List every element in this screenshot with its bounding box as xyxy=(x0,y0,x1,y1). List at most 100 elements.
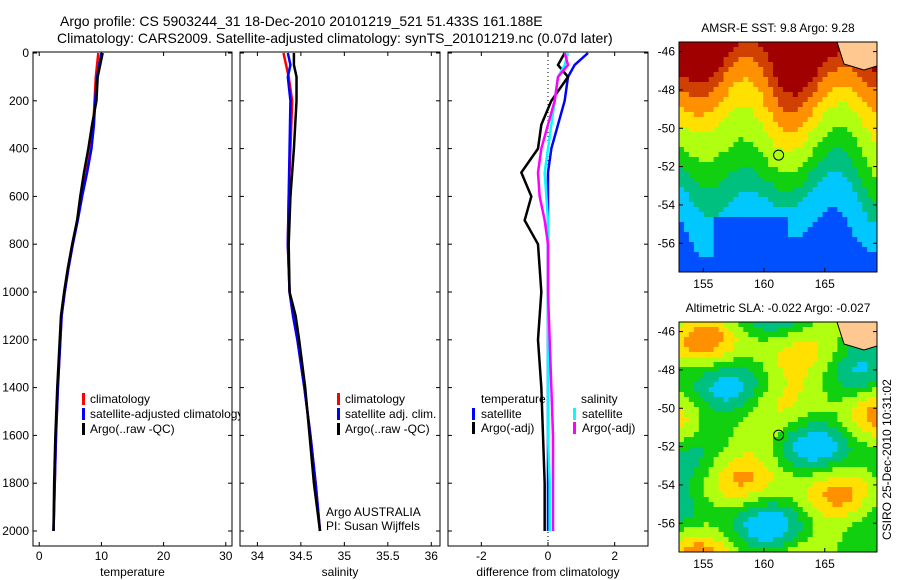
map-cell xyxy=(797,357,804,363)
map-cell xyxy=(822,187,828,193)
map-cell xyxy=(713,162,720,168)
map-cell xyxy=(683,72,690,78)
map-cell xyxy=(723,482,729,488)
map-cell xyxy=(872,187,878,193)
map-cell xyxy=(773,377,779,383)
map-cell xyxy=(782,157,789,163)
map-cell xyxy=(812,332,819,338)
map-cell xyxy=(827,77,833,83)
map-cell xyxy=(812,267,819,273)
map-cell xyxy=(832,412,838,418)
map-cell xyxy=(703,107,710,113)
map-cell xyxy=(782,352,789,358)
map-cell xyxy=(723,192,729,198)
map-cell xyxy=(792,327,799,333)
map-cell xyxy=(728,117,734,123)
map-cell xyxy=(862,412,868,418)
map-cell xyxy=(698,402,705,408)
map-cell xyxy=(723,432,729,438)
map-cell xyxy=(708,342,715,348)
map-cell xyxy=(837,137,843,143)
map-cell xyxy=(837,157,843,163)
map-cell xyxy=(708,47,715,53)
map-cell xyxy=(733,542,739,548)
map-cell xyxy=(683,177,690,183)
map-cell xyxy=(867,452,873,458)
map-cell xyxy=(802,512,809,518)
map-cell xyxy=(782,447,789,453)
map-cell xyxy=(728,502,734,508)
map-cell xyxy=(837,352,843,358)
map-cell xyxy=(703,52,710,58)
map-cell xyxy=(778,512,784,518)
y-tick-label: 1800 xyxy=(2,476,29,490)
map-cell xyxy=(827,52,833,58)
map-cell xyxy=(847,512,853,518)
map-cell xyxy=(792,232,799,238)
map-cell xyxy=(817,197,824,203)
map-cell xyxy=(792,502,799,508)
map-cell xyxy=(723,362,729,368)
map-cell xyxy=(778,247,784,253)
map-cell xyxy=(827,257,833,263)
map-cell xyxy=(812,57,819,63)
map-cell xyxy=(862,437,868,443)
map-cell xyxy=(718,502,725,508)
map-cell xyxy=(802,182,809,188)
map-cell xyxy=(688,512,695,518)
map-cell xyxy=(827,262,833,268)
map-cell xyxy=(802,112,809,118)
map-cell xyxy=(693,112,700,118)
map-cell xyxy=(827,97,833,103)
map-cell xyxy=(817,262,824,268)
map-cell xyxy=(778,457,784,463)
map-cell xyxy=(718,512,725,518)
map-cell xyxy=(812,212,819,218)
map-cell xyxy=(679,52,685,58)
map-cell xyxy=(787,197,794,203)
map-cell xyxy=(723,87,729,93)
map-cell xyxy=(718,122,725,128)
map-cell xyxy=(713,417,720,423)
map-cell xyxy=(708,197,715,203)
map-cell xyxy=(867,447,873,453)
map-cell xyxy=(698,342,705,348)
map-cell xyxy=(683,382,690,388)
map-cell xyxy=(837,392,843,398)
map-cell xyxy=(758,257,764,263)
map-cell xyxy=(787,247,794,253)
map-cell xyxy=(807,342,814,348)
map-cell xyxy=(872,107,878,113)
map-cell xyxy=(807,212,814,218)
map-cell xyxy=(683,92,690,98)
map-cell xyxy=(867,437,873,443)
map-cell xyxy=(753,422,759,428)
map-cell xyxy=(778,442,784,448)
map-cell xyxy=(847,472,853,478)
map-cell xyxy=(792,342,799,348)
map-cell xyxy=(763,322,769,328)
map-cell xyxy=(773,452,779,458)
map-cell xyxy=(847,242,853,248)
map-cell xyxy=(812,417,819,423)
map-cell xyxy=(713,227,720,233)
map-cell xyxy=(728,52,734,58)
map-cell xyxy=(713,387,720,393)
map-cell xyxy=(723,227,729,233)
map-cell xyxy=(862,447,868,453)
map-cell xyxy=(718,437,725,443)
map-cell xyxy=(743,87,749,93)
map-cell xyxy=(792,517,799,523)
map-cell xyxy=(792,462,799,468)
map-cell xyxy=(698,182,705,188)
map-cell xyxy=(753,147,759,153)
map-cell xyxy=(842,387,848,393)
map-cell xyxy=(792,497,799,503)
map-cell xyxy=(857,137,863,143)
map-cell xyxy=(703,247,710,253)
map-cell xyxy=(797,452,804,458)
map-cell xyxy=(807,352,814,358)
map-cell xyxy=(872,227,878,233)
map-cell xyxy=(688,117,695,123)
map-cell xyxy=(743,257,749,263)
